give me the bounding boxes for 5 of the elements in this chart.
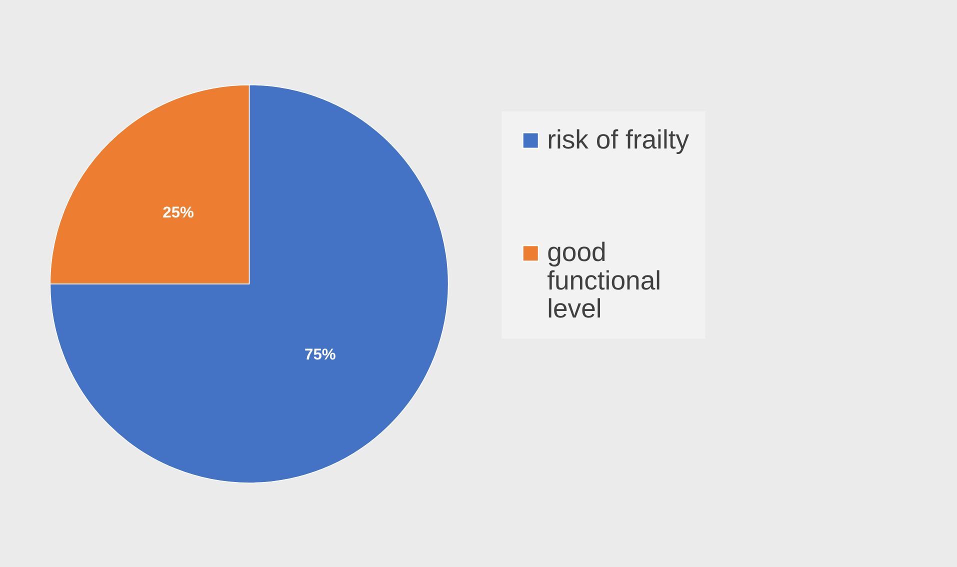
legend-label: good functional level: [547, 237, 662, 324]
data-label: 75%: [304, 346, 336, 364]
pie-slice: [50, 84, 449, 484]
data-label: 25%: [162, 204, 194, 222]
legend-label: risk of frailty: [547, 124, 690, 154]
